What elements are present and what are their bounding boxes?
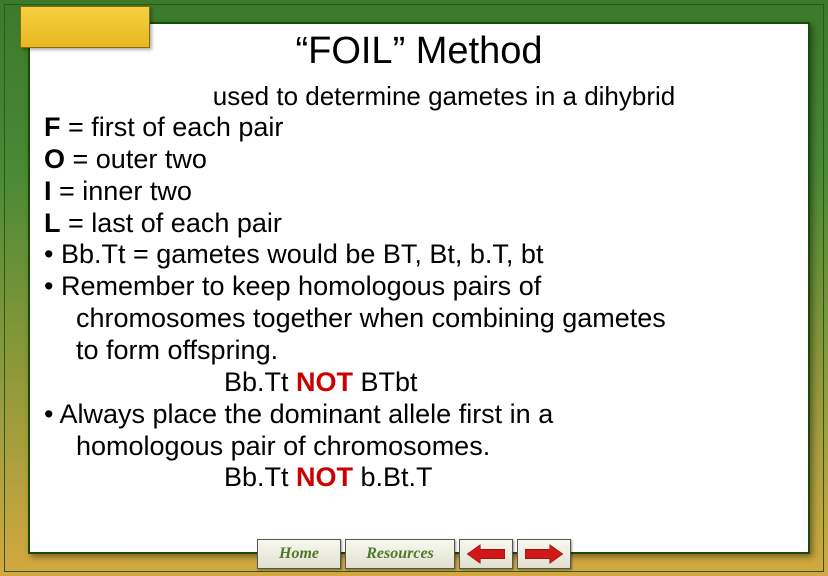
bottom-nav: Home Resources [0,535,828,569]
ex2-a: Bb.Tt [224,462,296,492]
next-button[interactable] [517,539,571,569]
f-rest: = first of each pair [61,112,284,142]
content-panel: “FOIL” Method used to determine gametes … [28,22,810,554]
example-1: Bb.Tt NOT BTbt [44,367,794,399]
example-2: Bb.Tt NOT b.Bt.T [44,462,794,494]
line-f: F = first of each pair [44,112,794,144]
arrow-right-icon [525,544,563,564]
o-rest: = outer two [65,144,207,174]
ex1-b: BTbt [353,367,418,397]
ex1-a: Bb.Tt [224,367,296,397]
bullet-2a: • Remember to keep homologous pairs of [44,271,794,303]
line-i: I = inner two [44,176,794,208]
i-letter: I [44,176,52,206]
ex1-not: NOT [296,367,353,397]
ex2-not: NOT [296,462,353,492]
bullet-3a: • Always place the dominant allele first… [44,399,794,431]
resources-label: Resources [366,545,434,563]
bullet-2b: chromosomes together when combining game… [44,303,794,335]
l-letter: L [44,208,61,238]
i-rest: = inner two [52,176,192,206]
subtitle: used to determine gametes in a dihybrid [30,81,808,112]
line-o: O = outer two [44,144,794,176]
line-l: L = last of each pair [44,208,794,240]
bullet-3b: homologous pair of chromosomes. [44,431,794,463]
home-button[interactable]: Home [257,539,341,569]
section-tab [20,6,150,48]
resources-button[interactable]: Resources [345,539,455,569]
body-text: F = first of each pair O = outer two I =… [30,112,808,494]
f-letter: F [44,112,61,142]
o-letter: O [44,144,65,174]
home-label: Home [279,545,319,563]
bullet-2c: to form offspring. [44,335,794,367]
prev-button[interactable] [459,539,513,569]
ex2-b: b.Bt.T [353,462,433,492]
arrow-left-icon [467,544,505,564]
l-rest: = last of each pair [61,208,282,238]
bullet-1: • Bb.Tt = gametes would be BT, Bt, b.T, … [44,239,794,271]
